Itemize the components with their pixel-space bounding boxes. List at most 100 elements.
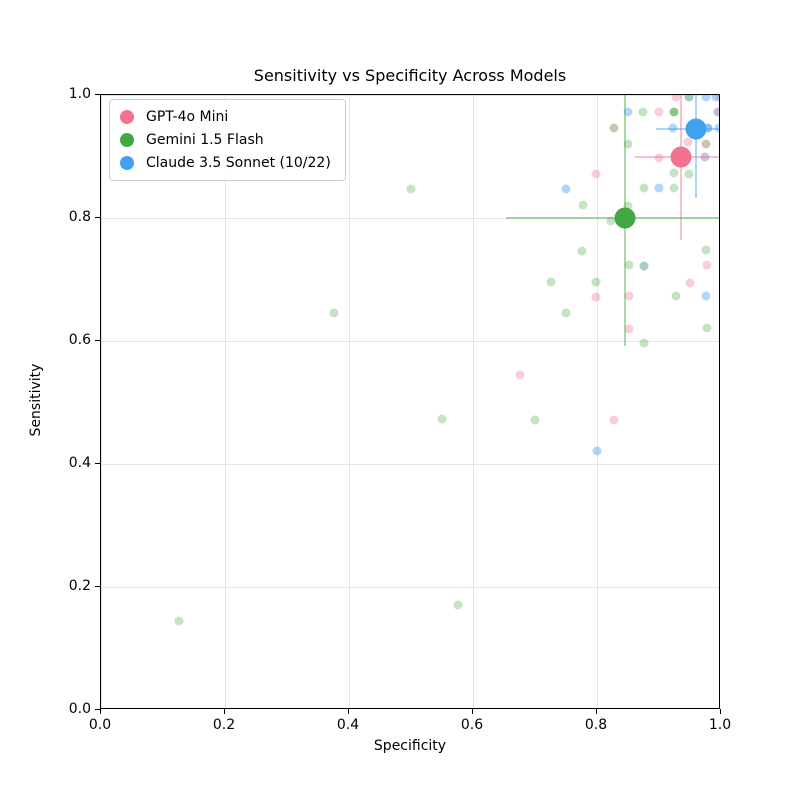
scatter-point (684, 169, 694, 179)
legend-swatch-gpt4o-mini-icon (120, 110, 134, 124)
x-tick-label: 0.2 (212, 717, 236, 733)
scatter-point (530, 415, 540, 425)
scatter-point (624, 260, 634, 270)
y-tick (95, 462, 100, 464)
x-tick (99, 709, 101, 714)
scatter-point (606, 216, 616, 226)
x-tick (347, 709, 349, 714)
scatter-point (714, 123, 719, 133)
scatter-point (546, 277, 556, 287)
scatter-point (406, 184, 416, 194)
scatter-point (453, 600, 463, 610)
gridline (101, 586, 719, 588)
gridline (101, 217, 719, 219)
x-tick (595, 709, 597, 714)
scatter-point (701, 291, 711, 301)
y-tick-label: 0.6 (68, 332, 91, 348)
y-tick-label: 0.2 (68, 578, 91, 594)
scatter-point-overlap (684, 95, 694, 102)
gridline (472, 95, 474, 708)
scatter-point (654, 183, 664, 193)
plot-clip-layer (101, 95, 719, 708)
gridline (596, 95, 598, 708)
scatter-point (711, 95, 719, 102)
scatter-point (591, 277, 601, 287)
x-axis-label: Specificity (373, 738, 447, 754)
error-bar-vertical (679, 95, 682, 240)
mean-marker (685, 118, 707, 140)
scatter-point (624, 324, 634, 334)
scatter-point (174, 616, 184, 626)
scatter-point (609, 415, 619, 425)
mean-marker (670, 146, 692, 167)
scatter-point (624, 291, 634, 301)
x-tick-label: 0.0 (88, 717, 112, 733)
chart-title: Sensitivity vs Specificity Across Models (253, 66, 567, 85)
x-tick (223, 709, 225, 714)
legend-swatch-claude-sonnet-icon (120, 156, 134, 170)
scatter-point (702, 323, 712, 333)
scatter-point (591, 292, 601, 302)
y-tick-label: 0.8 (68, 209, 91, 225)
scatter-point (561, 184, 571, 194)
y-tick (95, 585, 100, 587)
scatter-point (715, 95, 719, 102)
legend-label-gemini-flash: Gemini 1.5 Flash (146, 132, 264, 148)
x-tick-label: 0.6 (460, 717, 484, 733)
mean-marker (614, 207, 636, 229)
scatter-point (577, 246, 587, 256)
y-tick-label: 0.4 (68, 455, 91, 471)
scatter-point (623, 139, 633, 149)
x-tick (719, 709, 721, 714)
legend-swatch-gemini-flash-icon (120, 133, 134, 147)
y-tick (95, 93, 100, 95)
x-tick-label: 0.4 (336, 717, 360, 733)
scatter-point (591, 169, 601, 179)
scatter-point-overlap (700, 152, 710, 162)
scatter-point (578, 200, 588, 210)
scatter-point (701, 245, 711, 255)
scatter-point (515, 370, 524, 380)
scatter-point (437, 414, 447, 424)
y-tick (95, 708, 100, 710)
scatter-point (623, 201, 633, 211)
y-axis-label: Sensitivity (28, 363, 44, 437)
scatter-point (701, 95, 711, 102)
scatter-point (654, 107, 664, 117)
y-tick (95, 216, 100, 218)
scatter-point (561, 308, 571, 318)
legend-label-gpt4o-mini: GPT-4o Mini (146, 109, 229, 125)
scatter-point (329, 308, 339, 318)
error-bar-vertical (695, 95, 698, 198)
x-tick-label: 0.8 (584, 717, 608, 733)
y-tick (95, 339, 100, 341)
scatter-point (671, 291, 681, 301)
scatter-point-overlap (609, 123, 619, 133)
scatter-point (685, 278, 695, 288)
gridline (101, 95, 102, 708)
scatter-point-overlap (669, 107, 679, 117)
scatter-point (639, 183, 649, 193)
gridline (224, 95, 226, 708)
scatter-point (592, 446, 602, 456)
scatter-point-overlap (701, 139, 711, 149)
gridline (101, 463, 719, 465)
scatter-point (668, 123, 678, 133)
scatter-point-overlap (713, 107, 719, 117)
legend-item-gpt4o-mini: GPT-4o Mini (120, 109, 331, 125)
legend: GPT-4o Mini Gemini 1.5 Flash Claude 3.5 … (109, 99, 346, 181)
scatter-point (669, 168, 679, 178)
scatter-point (638, 107, 648, 117)
gridline (101, 95, 719, 96)
scatter-point-overlap (639, 261, 649, 271)
error-bar-horizontal (505, 217, 719, 219)
scatter-point (683, 137, 693, 147)
x-tick (471, 709, 473, 714)
y-tick-label: 0.0 (68, 701, 91, 717)
plot-area: GPT-4o Mini Gemini 1.5 Flash Claude 3.5 … (100, 94, 720, 709)
scatter-point-overlap (703, 123, 713, 133)
gridline (348, 95, 350, 708)
legend-item-gemini-flash: Gemini 1.5 Flash (120, 132, 331, 148)
scatter-point (623, 107, 633, 117)
